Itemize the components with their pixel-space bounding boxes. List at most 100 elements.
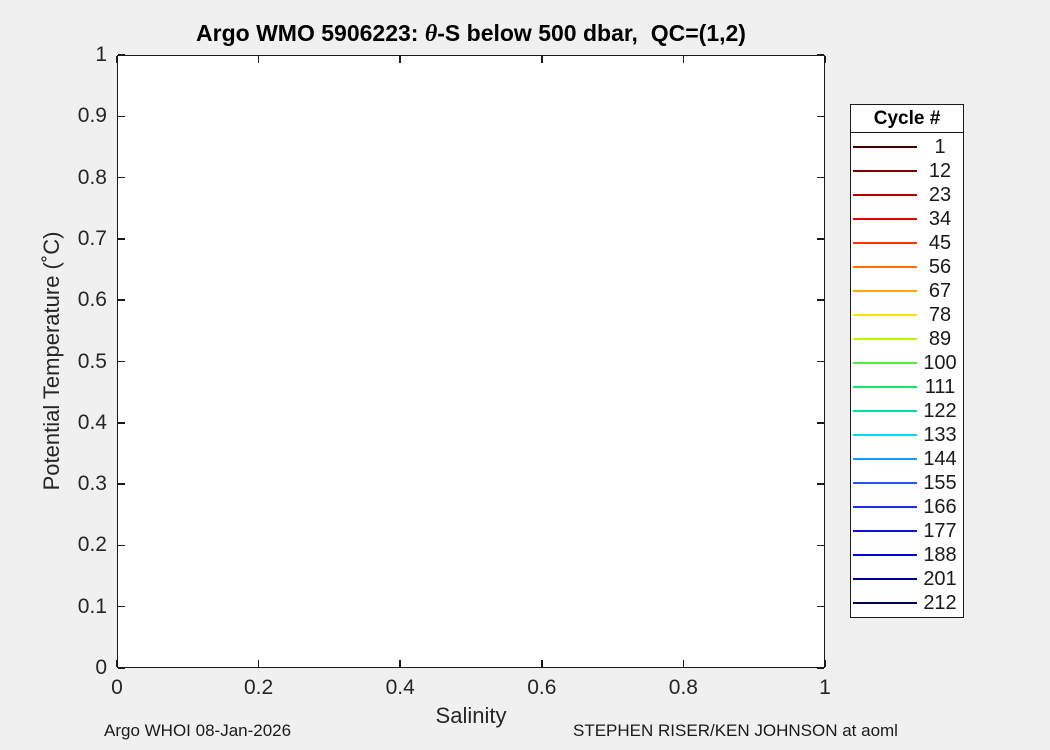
legend-entry: 166 [851,495,963,519]
legend-entry-label: 45 [928,231,952,254]
x-tick-mark [541,56,543,63]
legend-line-sample [853,410,917,412]
x-tick-mark [399,660,401,667]
plot-area [117,55,825,668]
legend-line-sample [853,362,917,364]
legend-entry: 212 [851,591,963,615]
y-tick-mark [817,360,824,363]
x-tick-label: 0.6 [527,676,557,699]
legend-entry-label: 133 [923,423,957,446]
footer-credit-right: STEPHEN RISER/KEN JOHNSON at aoml [573,721,898,740]
legend-title: Cycle # [851,105,963,133]
y-tick-label: 0.8 [77,165,107,189]
x-tick-label: 0.8 [668,676,698,699]
x-tick-mark [257,56,260,63]
x-tick-mark [682,660,685,667]
legend-line-sample [853,314,917,316]
y-tick-mark [118,667,125,669]
legend-entry-label: 188 [923,543,957,566]
legend-line-sample [853,218,917,220]
legend-entry: 133 [851,423,963,447]
y-tick-label: 0.4 [77,410,107,434]
legend-entry: 144 [851,447,963,471]
y-tick-mark [817,605,824,608]
y-tick-label: 0 [95,656,107,679]
legend-entry-label: 212 [923,591,957,614]
x-tick-label: 0.4 [385,676,415,699]
legend-entry-label: 111 [924,375,956,398]
legend-line-sample [853,290,917,292]
x-tick-mark [824,56,826,63]
theta-symbol: θ [424,21,438,47]
x-tick-mark [399,56,401,63]
legend-line-sample [853,530,917,532]
legend-entry-label: 144 [923,447,957,470]
legend-entry: 45 [851,231,963,255]
legend-line-sample [853,146,917,148]
y-tick-mark [817,238,824,240]
y-tick-mark [118,176,125,179]
plot-title: Argo WMO 5906223: θ-S below 500 dbar, QC… [117,20,825,48]
y-tick-mark [118,54,125,56]
legend-line-sample [853,170,917,172]
y-tick-mark [118,605,125,608]
legend-line-sample [853,602,917,604]
y-tick-mark [118,360,125,363]
y-tick-label: 1 [95,43,107,66]
plot-title-suffix: -S below 500 dbar, QC=(1,2) [437,20,746,46]
legend-entry-label: 78 [928,303,952,326]
y-tick-mark [118,299,125,301]
legend-line-sample [853,194,917,196]
x-axis-label: Salinity [435,703,507,728]
legend-entry-label: 23 [928,183,952,206]
legend-line-sample [853,338,917,340]
x-tick-label: 0.2 [243,676,274,699]
legend-entry: 188 [851,543,963,567]
y-tick-label: 0.3 [77,472,107,496]
legend-entry: 122 [851,399,963,423]
y-tick-label: 0.7 [77,226,107,250]
y-tick-mark [817,422,824,424]
y-tick-label: 0.1 [77,594,107,618]
legend-line-sample [853,482,917,484]
legend-line-sample [853,242,917,244]
legend-entry: 23 [851,183,963,207]
y-tick-mark [118,238,125,240]
legend-entry: 111 [851,375,963,399]
legend-entry: 34 [851,207,963,231]
y-tick-mark [118,422,125,424]
legend-entry-label: 89 [928,327,952,350]
legend-entry: 100 [851,351,963,375]
y-tick-mark [817,544,824,547]
legend-entries: 1 12 23 34 45 56 67 78 89 100 111 122 133 144 155 166 17… [851,133,963,617]
x-tick-mark [116,56,118,63]
x-tick-label: 1 [819,676,831,699]
y-tick-mark [817,299,824,301]
x-tick-mark [116,660,118,667]
y-tick-label: 0.6 [77,288,107,312]
legend-entry: 67 [851,279,963,303]
legend-entry-label: 177 [923,519,957,542]
y-tick-mark [817,115,824,118]
legend-entry-label: 56 [928,255,952,278]
y-tick-mark [118,544,125,547]
legend-entry-label: 155 [923,471,957,494]
legend: Cycle # 1 12 23 34 45 56 67 78 89 100 111 122 133 144… [850,104,964,618]
y-tick-mark [817,667,824,669]
legend-line-sample [853,458,917,460]
legend-entry: 56 [851,255,963,279]
legend-line-sample [853,434,917,436]
y-tick-mark [118,115,125,118]
legend-entry-label: 201 [923,567,957,590]
legend-line-sample [853,386,917,388]
legend-entry-label: 100 [923,351,957,374]
y-tick-mark [118,483,125,485]
legend-entry-label: 122 [923,399,957,422]
legend-entry: 155 [851,471,963,495]
y-tick-mark [817,54,824,56]
legend-entry: 78 [851,303,963,327]
footer-credit-left: Argo WHOI 08-Jan-2026 [104,721,292,740]
y-tick-label: 0.9 [77,104,107,128]
legend-line-sample [853,266,917,268]
